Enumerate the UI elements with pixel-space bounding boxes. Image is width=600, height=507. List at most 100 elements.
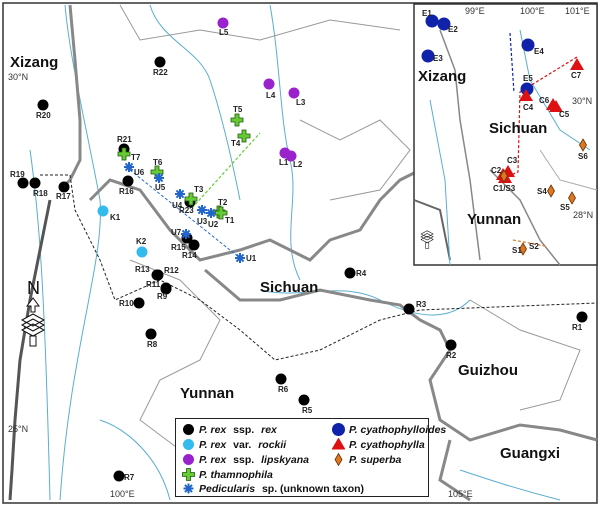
inset-region-label-xizang: Xizang [418, 68, 466, 85]
marker-thamnophila [117, 147, 131, 161]
marker-label: R5 [302, 406, 313, 415]
legend-item-rex: P. rex ssp. rex [182, 423, 277, 436]
marker-rex [113, 470, 125, 482]
legend-item-rockii: P. rex var. rockii [182, 438, 286, 451]
marker-label: T6 [153, 158, 163, 167]
legend-text: P. superba [349, 453, 402, 466]
marker-label: C2 [491, 166, 502, 175]
marker-label: R17 [56, 192, 71, 201]
legend-item-superba: P. superba [332, 453, 401, 466]
legend-symbol [332, 438, 345, 450]
marker-label: S1 [512, 246, 522, 255]
lipskyana-symbol-icon [183, 454, 194, 465]
marker-label: L5 [219, 28, 229, 37]
north-arrow-icon: N [20, 278, 46, 347]
main-map-labels: Xizang Sichuan Yunnan Guizhou Guangxi 30°N 25°… [8, 54, 560, 499]
unknown-taxon-transect [129, 169, 241, 259]
cyathophylla-symbol-icon [332, 438, 345, 450]
lon-label: 101°E [565, 6, 590, 16]
marker-label: S5 [560, 203, 570, 212]
marker-label: R7 [124, 473, 135, 482]
marker-label: R19 [10, 170, 25, 179]
marker-rex [576, 311, 588, 323]
legend: P. rex ssp. rex P. rex var. rockii P. rex … [175, 418, 446, 497]
marker-cyathophylla [519, 89, 533, 101]
marker-label: C1/S3 [493, 184, 516, 193]
marker-label: R15 [171, 243, 186, 252]
marker-label: C6 [539, 96, 550, 105]
marker-label: T4 [231, 139, 241, 148]
marker-rockii [136, 246, 148, 258]
thamnophila-symbol-icon [182, 468, 195, 481]
marker-thamnophila [184, 192, 198, 206]
marker-label: E3 [433, 54, 443, 63]
region-label-guizhou: Guizhou [458, 362, 518, 379]
marker-unknown [154, 173, 164, 183]
marker-label: U4 [172, 201, 183, 210]
marker-label: R6 [278, 385, 289, 394]
marker-rex [58, 181, 70, 193]
superba-symbol-icon [334, 453, 343, 466]
marker-label: L3 [296, 98, 306, 107]
marker-unknown [206, 208, 216, 218]
region-label-sichuan: Sichuan [260, 279, 318, 296]
marker-label: R4 [356, 269, 367, 278]
marker-label: K1 [110, 213, 121, 222]
lon-label: 100°E [110, 489, 135, 499]
svg-text:N: N [27, 278, 40, 298]
marker-label: S2 [529, 242, 539, 251]
legend-symbol [183, 454, 194, 465]
marker-label: E1 [422, 9, 432, 18]
legend-item-thamnophila: P. thamnophila [182, 468, 273, 481]
marker-label: R13 [135, 265, 150, 274]
marker-label: S4 [537, 187, 547, 196]
inset-region-label-sichuan: Sichuan [489, 120, 547, 137]
legend-text: Pedicularis [199, 482, 256, 495]
marker-label: R12 [164, 266, 179, 275]
marker-rex [160, 283, 172, 295]
marker-label: R23 [179, 206, 194, 215]
marker-label: R22 [153, 68, 168, 77]
marker-rex [152, 269, 164, 281]
marker-lipskyana [263, 78, 275, 90]
lat-label: 25°N [8, 424, 28, 434]
marker-rex [145, 328, 157, 340]
marker-unknown [235, 253, 245, 263]
legend-item-cyathophylla: P. cyathophylla [332, 438, 425, 451]
marker-rex [37, 99, 49, 111]
marker-superba [500, 169, 508, 183]
marker-thamnophila [237, 129, 251, 143]
marker-rex [17, 177, 29, 189]
unknown-symbol-icon [183, 483, 194, 494]
legend-symbol [334, 453, 343, 466]
marker-label: T1 [225, 216, 235, 225]
marker-superba [519, 242, 527, 256]
region-label-xizang: Xizang [10, 54, 58, 71]
marker-superba [568, 191, 576, 205]
marker-rex [188, 239, 200, 251]
marker-rex [29, 177, 41, 189]
marker-unknown [175, 189, 185, 199]
inset-map: Xizang Sichuan Yunnan 99°E 100°E 101°E 30°N 28°… [413, 3, 598, 266]
marker-label: L1 [279, 158, 289, 167]
marker-lipskyana [285, 150, 297, 162]
marker-label: E5 [523, 74, 533, 83]
marker-label: R3 [416, 300, 427, 309]
marker-superba [579, 138, 587, 152]
rex-symbol-icon [183, 424, 194, 435]
marker-thamnophila [230, 113, 244, 127]
lat-label: 30°N [572, 96, 592, 106]
legend-symbol [332, 423, 345, 436]
marker-label: C3 [507, 156, 518, 165]
legend-symbol [183, 439, 194, 450]
main-map-markers: L5 L4 L3 L1 L2 R22 R20 R21 R16 R19 R18 R17 R23 R15R14… [10, 17, 588, 482]
marker-rex [445, 339, 457, 351]
thamnophila-transect [191, 132, 261, 209]
lat-label: 30°N [8, 72, 28, 82]
marker-label: K2 [136, 237, 147, 246]
marker-label: E2 [448, 25, 458, 34]
inset-region-label-yunnan: Yunnan [467, 211, 521, 228]
marker-unknown [197, 205, 207, 215]
marker-rex [403, 303, 415, 315]
marker-lipskyana [288, 87, 300, 99]
